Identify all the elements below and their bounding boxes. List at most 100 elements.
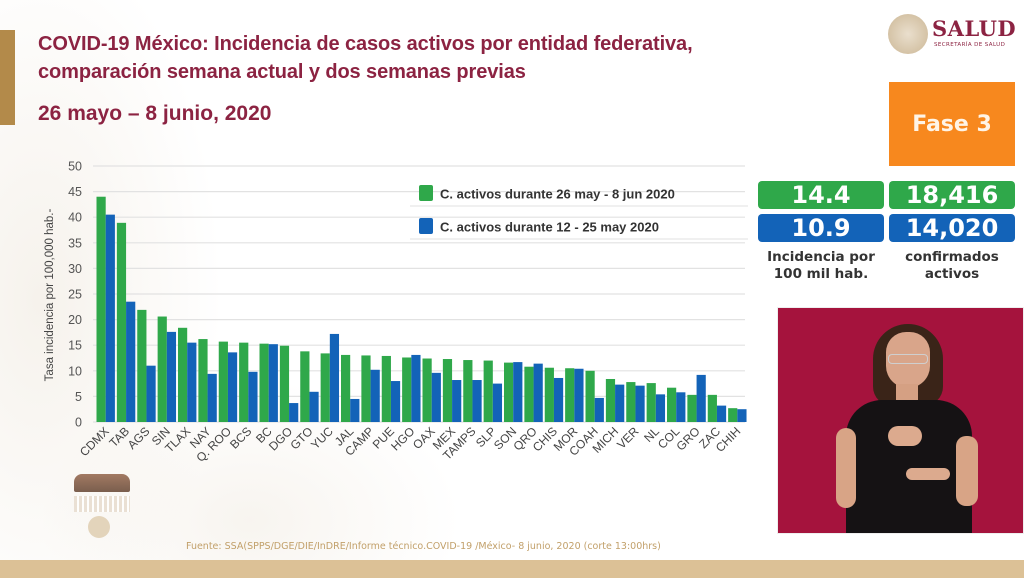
bar-previous-chis bbox=[553, 377, 564, 422]
bar-previous-mich bbox=[615, 384, 625, 422]
x-tick-label: BCS bbox=[227, 424, 254, 451]
title-line-2: comparación semana actual y dos semanas … bbox=[38, 61, 526, 83]
confirmed-label-line-1: confirmados bbox=[905, 249, 999, 265]
y-axis-label: Tasa incidencia por 100,000 hab.- bbox=[44, 209, 56, 382]
bar-previous-tab bbox=[126, 301, 136, 422]
x-tick-label: VER bbox=[614, 424, 642, 452]
bar-previous-camp bbox=[370, 369, 380, 422]
stat-incidence-current: 14.4 bbox=[758, 181, 884, 209]
y-axis-ticks: 0 5 10 15 20 25 30 35 40 45 50 bbox=[68, 160, 82, 430]
confirmed-label: confirmados activos bbox=[888, 249, 1016, 283]
interpreter-glasses bbox=[888, 354, 928, 364]
bar-current-qroo bbox=[218, 341, 228, 422]
bar-current-nay bbox=[198, 339, 208, 422]
incidence-bar-chart: 0 5 10 15 20 25 30 35 40 45 50 CDMXTABAGSSINTLAXNA… bbox=[44, 160, 748, 465]
footer-seal-icon bbox=[88, 516, 110, 538]
legend-label: C. activos durante 12 - 25 may 2020 bbox=[440, 220, 659, 235]
interpreter-face bbox=[886, 332, 930, 388]
bar-current-oax bbox=[422, 358, 432, 422]
y-tick-label: 25 bbox=[68, 288, 82, 302]
bar-current-jal bbox=[341, 354, 351, 422]
bar-current-ver bbox=[626, 382, 636, 422]
stat-confirmed-current: 18,416 bbox=[889, 181, 1015, 209]
bar-current-coah bbox=[585, 370, 595, 422]
bar-current-chih bbox=[728, 408, 738, 422]
legend-swatch bbox=[419, 218, 433, 234]
title-line-1: COVID-19 México: Incidencia de casos act… bbox=[38, 33, 693, 55]
interpreter-body bbox=[846, 400, 972, 533]
bar-current-zac bbox=[707, 394, 717, 422]
y-tick-label: 30 bbox=[68, 262, 82, 276]
bar-previous-gro bbox=[696, 374, 706, 422]
incidence-label-line-1: Incidencia por bbox=[767, 249, 875, 265]
bar-current-hgo bbox=[402, 357, 412, 422]
bar-current-cdmx bbox=[96, 196, 106, 422]
side-accent-bar bbox=[0, 30, 15, 125]
bar-previous-zac bbox=[716, 405, 727, 422]
bar-previous-hgo bbox=[411, 354, 421, 422]
national-seal-icon bbox=[888, 14, 928, 54]
y-tick-label: 45 bbox=[68, 185, 82, 199]
bar-current-nl bbox=[646, 383, 656, 422]
incidence-label: Incidencia por 100 mil hab. bbox=[757, 249, 885, 283]
bar-previous-jal bbox=[350, 398, 360, 422]
interpreter-hand-lower bbox=[906, 468, 950, 480]
bar-current-tlax bbox=[178, 327, 188, 422]
bar-current-slp bbox=[483, 360, 493, 422]
stat-incidence-previous: 10.9 bbox=[758, 214, 884, 242]
bar-previous-chih bbox=[737, 409, 747, 422]
bar-current-dgo bbox=[279, 345, 290, 422]
bar-current-col bbox=[667, 387, 677, 422]
bar-current-gro bbox=[687, 394, 697, 422]
bar-previous-col bbox=[676, 392, 686, 422]
confirmed-label-line-2: activos bbox=[924, 266, 980, 282]
logo-wordmark: SALUD bbox=[932, 16, 1017, 41]
logo-subtitle: SECRETARÍA DE SALUD bbox=[934, 42, 1006, 48]
bar-previous-pue bbox=[390, 381, 401, 422]
legend-label: C. activos durante 26 may - 8 jun 2020 bbox=[440, 187, 675, 202]
bottom-band bbox=[0, 560, 1024, 578]
bar-current-mor bbox=[565, 368, 575, 422]
government-logo bbox=[74, 474, 130, 540]
bar-current-ags bbox=[137, 309, 147, 422]
incidence-label-line-2: 100 mil hab. bbox=[773, 266, 869, 282]
bar-previous-bc bbox=[268, 344, 278, 422]
y-tick-label: 15 bbox=[68, 339, 82, 353]
bar-previous-nl bbox=[655, 394, 666, 422]
bar-previous-mor bbox=[574, 368, 584, 422]
salud-logo: SALUD SECRETARÍA DE SALUD bbox=[884, 12, 1024, 56]
y-tick-label: 35 bbox=[68, 236, 82, 250]
bar-previous-qro bbox=[533, 363, 543, 422]
source-note: Fuente: SSA(SPPS/DGE/DIE/InDRE/Informe t… bbox=[186, 541, 661, 552]
phase-badge: Fase 3 bbox=[889, 82, 1015, 166]
bar-previous-ver bbox=[635, 385, 645, 422]
bar-current-chis bbox=[544, 367, 554, 422]
bar-previous-coah bbox=[594, 397, 604, 422]
chart-bars bbox=[96, 196, 747, 422]
bar-current-gto bbox=[300, 351, 310, 422]
y-tick-label: 40 bbox=[68, 211, 82, 225]
bar-previous-bcs bbox=[248, 371, 258, 422]
bar-current-tamps bbox=[463, 360, 473, 422]
government-wordmark bbox=[74, 496, 130, 512]
page-title: COVID-19 México: Incidencia de casos act… bbox=[38, 30, 878, 86]
bar-previous-cdmx bbox=[105, 214, 115, 422]
bar-current-tab bbox=[116, 222, 127, 422]
bar-current-sin bbox=[157, 316, 167, 422]
bar-previous-dgo bbox=[289, 403, 299, 422]
bar-previous-gto bbox=[309, 391, 319, 422]
bar-current-bc bbox=[259, 343, 269, 422]
interpreter-neck bbox=[896, 384, 918, 402]
bar-current-pue bbox=[381, 355, 391, 422]
heroes-illustration-icon bbox=[74, 474, 130, 492]
bar-previous-slp bbox=[492, 383, 503, 422]
sign-language-interpreter-video bbox=[777, 307, 1024, 534]
bar-previous-yuc bbox=[329, 333, 340, 422]
bar-previous-qroo bbox=[227, 352, 238, 422]
bar-current-camp bbox=[361, 355, 371, 422]
date-range: 26 mayo – 8 junio, 2020 bbox=[38, 102, 272, 125]
bar-current-mich bbox=[605, 378, 616, 422]
y-tick-label: 10 bbox=[68, 364, 82, 378]
bar-current-yuc bbox=[320, 353, 330, 422]
